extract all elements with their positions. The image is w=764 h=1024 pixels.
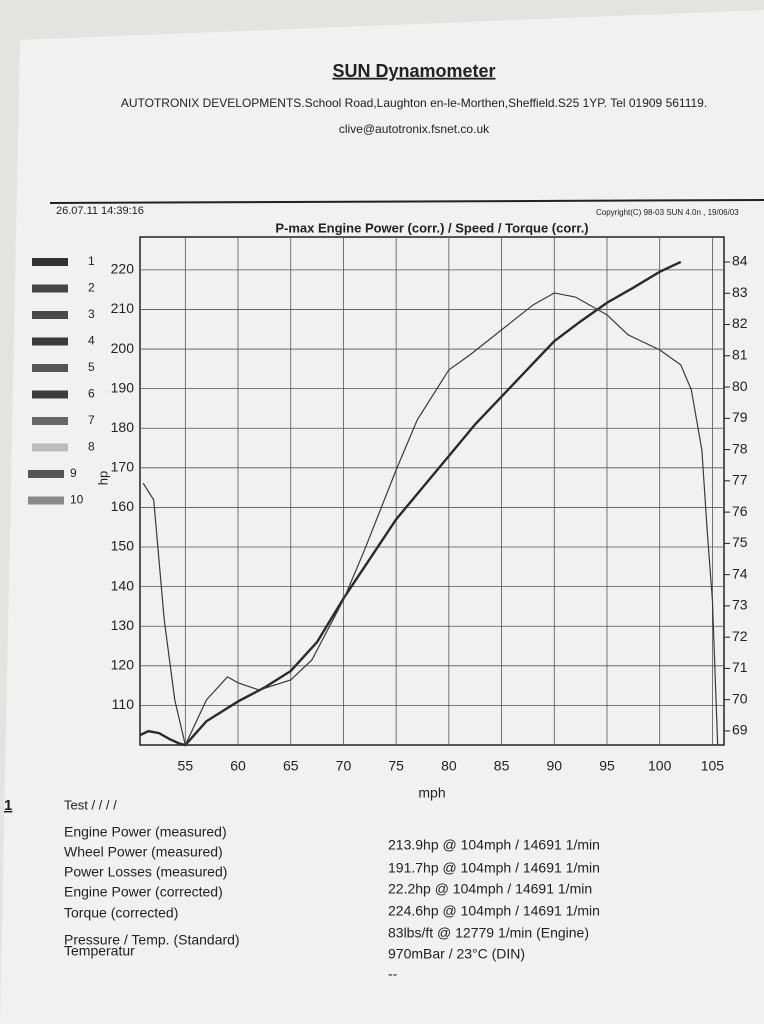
y2-tick-label: 80 (732, 378, 748, 394)
y-tick-label: 220 (111, 261, 135, 277)
y-tick-label: 190 (111, 379, 135, 395)
result-label: Wheel Power (measured) (64, 844, 223, 860)
legend-swatch (32, 443, 68, 452)
y2-tick-label: 72 (732, 628, 748, 644)
legend-swatch (32, 417, 68, 425)
x-axis-label: mph (418, 785, 445, 801)
y2-tick-label: 78 (732, 440, 748, 456)
result-label: Engine Power (measured) (64, 824, 227, 840)
legend-swatch (32, 258, 68, 266)
y-tick-label: 130 (111, 617, 135, 633)
y-tick-label: 150 (111, 538, 135, 554)
series-line (142, 292, 719, 747)
y2-tick-label: 84 (732, 253, 748, 269)
y2-tick-label: 74 (732, 565, 748, 581)
x-tick-label: 70 (336, 758, 352, 774)
legend-swatch (32, 364, 68, 372)
legend-swatch (32, 337, 68, 346)
rule (49, 199, 764, 204)
result-value: 213.9hp @ 104mph / 14691 1/min (388, 837, 600, 853)
y2-tick-label: 69 (732, 722, 748, 738)
legend-swatch (28, 496, 64, 505)
y-tick-label: 170 (111, 459, 135, 475)
y2-tick-label: 82 (732, 315, 748, 331)
result-value: 191.7hp @ 104mph / 14691 1/min (388, 860, 600, 876)
x-tick-label: 65 (283, 758, 299, 774)
chart-title: P-max Engine Power (corr.) / Speed / Tor… (275, 220, 588, 235)
result-value: -- (388, 966, 398, 982)
legend-swatch (32, 390, 68, 399)
y2-tick-label: 70 (732, 690, 748, 706)
y2-tick-label: 81 (732, 346, 748, 362)
legend-swatch (28, 470, 64, 478)
y2-tick-label: 79 (732, 409, 748, 425)
result-label: Temperatur (64, 943, 135, 959)
y-tick-label: 160 (111, 498, 135, 514)
y2-tick-label: 83 (732, 284, 748, 300)
result-value: 224.6hp @ 104mph / 14691 1/min (388, 903, 600, 919)
result-value: 83lbs/ft @ 12779 1/min (Engine) (388, 925, 589, 941)
result-label: Pressure / Temp. (Standard) (64, 932, 240, 948)
result-value: 22.2hp @ 104mph / 14691 1/min (388, 881, 592, 897)
series-line (139, 260, 682, 747)
legend-swatch (32, 284, 68, 293)
legend-label: 8 (88, 440, 95, 454)
y-tick-label: 120 (111, 657, 135, 673)
x-tick-label: 85 (494, 758, 510, 774)
y-tick-label: 110 (112, 696, 135, 712)
result-label: Engine Power (corrected) (64, 884, 223, 900)
y-tick-label: 210 (111, 300, 135, 316)
email: clive@autotronix.fsnet.co.uk (339, 122, 490, 136)
legend-label: 10 (70, 493, 84, 507)
legend-label: 3 (88, 307, 95, 321)
legend-label: 9 (70, 466, 77, 480)
y-tick-label: 200 (111, 340, 135, 356)
y-tick-label: 180 (111, 419, 135, 435)
x-tick-label: 55 (178, 758, 194, 774)
copyright: Copyright(C) 98-03 SUN 4.0n , 19/06/03 (596, 208, 739, 217)
paper (0, 10, 764, 1024)
y-tick-label: 140 (111, 577, 135, 593)
x-tick-label: 75 (388, 758, 404, 774)
y2-tick-label: 76 (732, 503, 748, 519)
title: SUN Dynamometer (332, 61, 495, 81)
legend-label: 2 (88, 281, 95, 295)
x-tick-label: 80 (441, 758, 457, 774)
date: 26.07.11 14:39:16 (56, 205, 144, 217)
result-label: Torque (corrected) (64, 905, 178, 921)
x-tick-label: 90 (546, 758, 562, 774)
x-tick-label: 100 (648, 758, 672, 774)
x-tick-label: 60 (230, 758, 246, 774)
y2-tick-label: 73 (732, 597, 748, 613)
y2-tick-label: 75 (732, 534, 748, 550)
y2-tick-label: 77 (732, 472, 748, 488)
test-number: 1 (4, 797, 12, 814)
address: AUTOTRONIX DEVELOPMENTS.School Road,Laug… (121, 96, 707, 110)
result-value: 970mBar / 23°C (DIN) (388, 946, 525, 962)
legend-label: 1 (88, 254, 95, 268)
test-label: Test / / / / (64, 797, 117, 812)
legend-label: 5 (88, 360, 95, 374)
y-axis-label: hp (95, 471, 110, 485)
legend-label: 4 (88, 334, 95, 348)
y2-tick-label: 71 (732, 659, 748, 675)
legend-swatch (32, 311, 68, 319)
x-tick-label: 95 (599, 758, 615, 774)
legend-label: 6 (88, 387, 95, 401)
result-label: Power Losses (measured) (64, 864, 227, 880)
x-tick-label: 105 (701, 758, 725, 774)
legend-label: 7 (88, 413, 95, 427)
plot-frame (139, 236, 725, 746)
